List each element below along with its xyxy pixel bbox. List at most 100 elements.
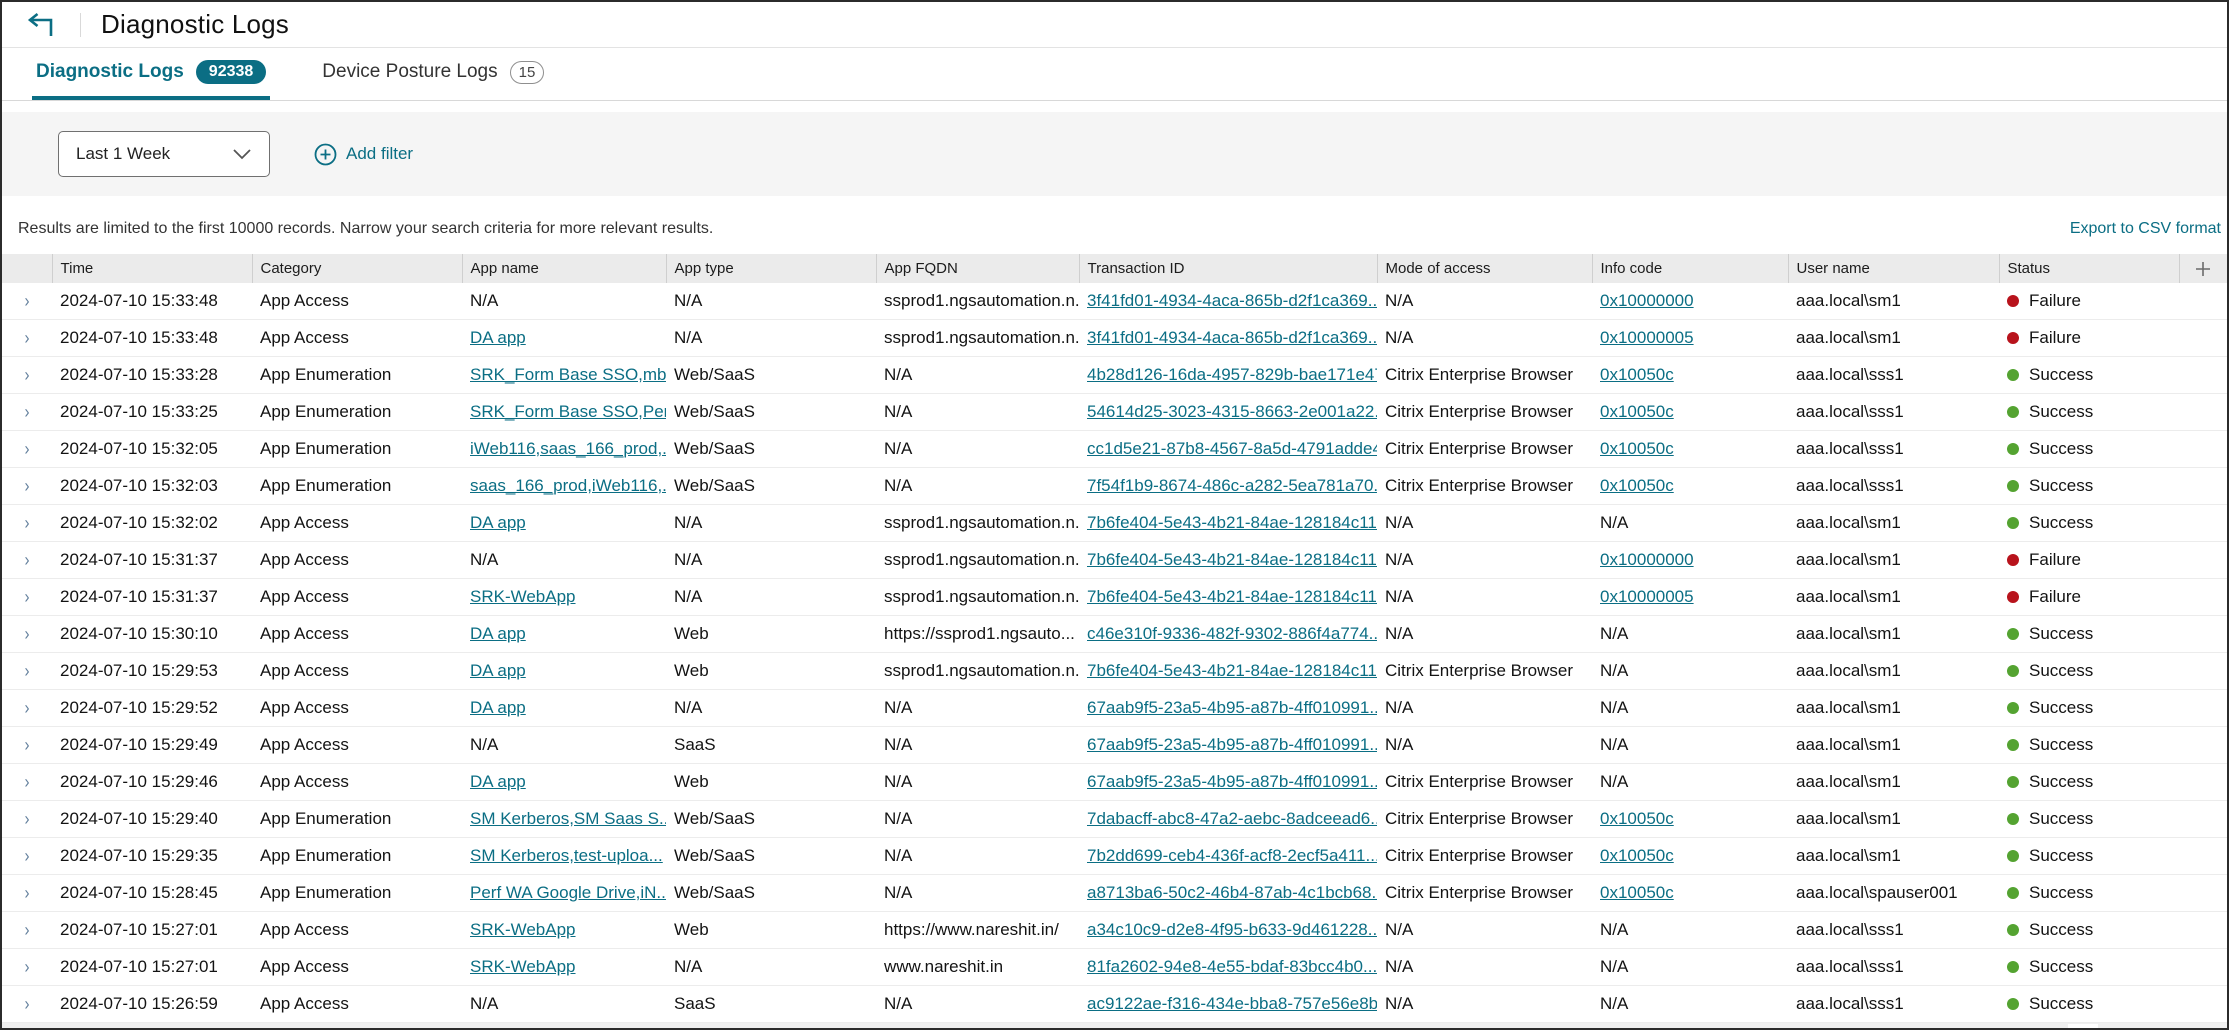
cell-transaction-id[interactable]: 67aab9f5-23a5-4b95-a87b-4ff010991...: [1079, 689, 1377, 727]
row-expander[interactable]: ›: [2, 467, 52, 505]
cell-info-code[interactable]: 0x10050c: [1592, 467, 1788, 505]
chevron-right-icon: ›: [24, 290, 30, 312]
add-filter-button[interactable]: Add filter: [314, 143, 413, 166]
cell-transaction-id[interactable]: ac9122ae-f316-434e-bba8-757e56e8b...: [1079, 985, 1377, 1023]
cell-spacer: [2179, 652, 2227, 690]
cell-app-name[interactable]: saas_166_prod,iWeb116,...: [462, 467, 666, 505]
row-expander[interactable]: ›: [2, 652, 52, 690]
column-header-transaction-id[interactable]: Transaction ID: [1078, 254, 1377, 283]
row-expander[interactable]: ›: [2, 948, 52, 986]
cell-info-code[interactable]: 0x10050c: [1592, 800, 1788, 838]
cell-app-name[interactable]: DA app: [462, 504, 666, 542]
row-expander[interactable]: ›: [2, 726, 52, 764]
cell-transaction-id[interactable]: 54614d25-3023-4315-8663-2e001a22...: [1079, 393, 1377, 431]
cell-transaction-id[interactable]: 7b6fe404-5e43-4b21-84ae-128184c11...: [1079, 578, 1377, 616]
cell-app-name[interactable]: Perf WA Google Drive,iN...: [462, 874, 666, 912]
cell-info-code[interactable]: 0x10000000: [1592, 541, 1788, 579]
cell-spacer: [2179, 430, 2227, 468]
column-header-status[interactable]: Status: [1998, 254, 2179, 283]
cell-transaction-id[interactable]: 7b2dd699-ceb4-436f-acf8-2ecf5a411...: [1079, 837, 1377, 875]
row-expander[interactable]: ›: [2, 800, 52, 838]
cell-transaction-id[interactable]: cc1d5e21-87b8-4567-8a5d-4791adde4...: [1079, 430, 1377, 468]
tab-label: Device Posture Logs: [322, 61, 498, 82]
row-expander[interactable]: ›: [2, 837, 52, 875]
cell-app-type: Web/SaaS: [666, 467, 876, 505]
cell-app-name[interactable]: SM Kerberos,test-uploa...: [462, 837, 666, 875]
cell-transaction-id[interactable]: c46e310f-9336-482f-9302-886f4a774...: [1079, 615, 1377, 653]
cell-info-code[interactable]: 0x10000005: [1592, 578, 1788, 616]
tab-device-posture-logs[interactable]: Device Posture Logs 15: [318, 48, 548, 100]
cell-app-name[interactable]: SRK-WebApp: [462, 948, 666, 986]
column-header-time[interactable]: Time: [51, 254, 252, 283]
cell-info-code[interactable]: 0x10050c: [1592, 393, 1788, 431]
cell-status: Success: [1999, 800, 2179, 838]
row-expander[interactable]: ›: [2, 985, 52, 1023]
cell-app-name[interactable]: DA app: [462, 689, 666, 727]
tab-count-badge: 92338: [195, 60, 267, 84]
back-button[interactable]: [22, 10, 56, 40]
cell-app-name[interactable]: SRK-WebApp: [462, 578, 666, 616]
column-header-app-fqdn[interactable]: App FQDN: [875, 254, 1079, 283]
cell-app-name[interactable]: DA app: [462, 319, 666, 357]
cell-transaction-id[interactable]: 81fa2602-94e8-4e55-bdaf-83bcc4b0...: [1079, 948, 1377, 986]
column-header-info-code[interactable]: Info code: [1591, 254, 1788, 283]
cell-transaction-id[interactable]: 67aab9f5-23a5-4b95-a87b-4ff010991...: [1079, 726, 1377, 764]
cell-app-name[interactable]: SM Kerberos,SM Saas S...: [462, 800, 666, 838]
row-expander[interactable]: ›: [2, 504, 52, 542]
cell-app-name[interactable]: DA app: [462, 652, 666, 690]
time-range-select[interactable]: Last 1 Week: [58, 131, 270, 177]
row-expander[interactable]: ›: [2, 356, 52, 394]
export-csv-link[interactable]: Export to CSV format: [2069, 220, 2221, 237]
showing-items-text: Showing 1-20 of 10000 items: [1673, 1027, 1880, 1028]
column-header-app-type[interactable]: App type: [665, 254, 876, 283]
row-expander[interactable]: ›: [2, 874, 52, 912]
cell-transaction-id[interactable]: a34c10c9-d2e8-4f95-b633-9d461228...: [1079, 911, 1377, 949]
cell-transaction-id[interactable]: 3f41fd01-4934-4aca-865b-d2f1ca369...: [1079, 283, 1377, 320]
row-expander[interactable]: ›: [2, 578, 52, 616]
cell-transaction-id[interactable]: 7b6fe404-5e43-4b21-84ae-128184c11...: [1079, 652, 1377, 690]
cell-transaction-id[interactable]: 7b6fe404-5e43-4b21-84ae-128184c11...: [1079, 541, 1377, 579]
cell-info-code[interactable]: 0x10000000: [1592, 283, 1788, 320]
row-expander[interactable]: ›: [2, 430, 52, 468]
cell-transaction-id[interactable]: 7b6fe404-5e43-4b21-84ae-128184c11...: [1079, 504, 1377, 542]
cell-transaction-id[interactable]: 4b28d126-16da-4957-829b-bae171e47...: [1079, 356, 1377, 394]
rows-per-page-select[interactable]: 20 rows: [2132, 1027, 2211, 1028]
cell-app-name[interactable]: SRK-WebApp: [462, 911, 666, 949]
row-expander[interactable]: ›: [2, 911, 52, 949]
row-expander[interactable]: ›: [2, 541, 52, 579]
status-dot: [2007, 850, 2019, 862]
chevron-right-icon: ›: [24, 586, 30, 608]
cell-transaction-id[interactable]: 7dabacff-abc8-47a2-aebc-8adceead6...: [1079, 800, 1377, 838]
cell-app-name[interactable]: SRK_Form Base SSO,mb...: [462, 356, 666, 394]
cell-transaction-id[interactable]: a8713ba6-50c2-46b4-87ab-4c1bcb68...: [1079, 874, 1377, 912]
column-header-user-name[interactable]: User name: [1787, 254, 1999, 283]
cell-user-name: aaa.local\sm1: [1788, 726, 1999, 764]
cell-info-code[interactable]: 0x10050c: [1592, 837, 1788, 875]
cell-info-code[interactable]: 0x10000005: [1592, 319, 1788, 357]
cell-info-code[interactable]: 0x10050c: [1592, 874, 1788, 912]
chevron-right-icon: ›: [24, 438, 30, 460]
column-header-mode-of-access[interactable]: Mode of access: [1376, 254, 1592, 283]
cell-app-name[interactable]: SRK_Form Base SSO,Per...: [462, 393, 666, 431]
cell-transaction-id[interactable]: 3f41fd01-4934-4aca-865b-d2f1ca369...: [1079, 319, 1377, 357]
row-expander[interactable]: ›: [2, 319, 52, 357]
cell-app-name[interactable]: DA app: [462, 615, 666, 653]
column-header-category[interactable]: Category: [251, 254, 462, 283]
row-expander[interactable]: ›: [2, 393, 52, 431]
cell-info-code[interactable]: 0x10050c: [1592, 430, 1788, 468]
add-column-button[interactable]: [2178, 254, 2227, 283]
cell-app-name[interactable]: DA app: [462, 763, 666, 801]
row-expander[interactable]: ›: [2, 763, 52, 801]
row-expander[interactable]: ›: [2, 283, 52, 320]
tab-diagnostic-logs[interactable]: Diagnostic Logs 92338: [32, 48, 271, 100]
cell-app-name[interactable]: iWeb116,saas_166_prod,...: [462, 430, 666, 468]
next-page-button[interactable]: [2067, 1024, 2098, 1028]
cell-info-code[interactable]: 0x10050c: [1592, 356, 1788, 394]
column-header-app-name[interactable]: App name: [461, 254, 666, 283]
cell-transaction-id[interactable]: 7f54f1b9-8674-486c-a282-5ea781a70...: [1079, 467, 1377, 505]
status-label: Failure: [2029, 587, 2081, 606]
cell-spacer: [2179, 985, 2227, 1023]
row-expander[interactable]: ›: [2, 615, 52, 653]
cell-transaction-id[interactable]: 67aab9f5-23a5-4b95-a87b-4ff010991...: [1079, 763, 1377, 801]
row-expander[interactable]: ›: [2, 689, 52, 727]
